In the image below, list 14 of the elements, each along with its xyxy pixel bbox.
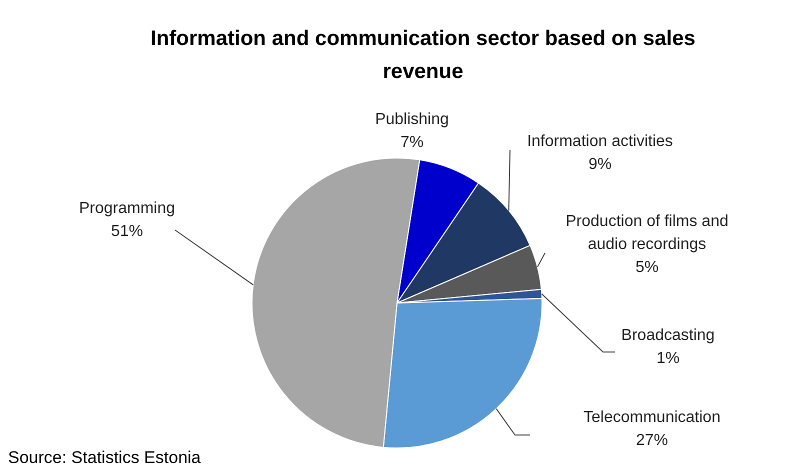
- data-label: 7%: [400, 134, 424, 151]
- source-note: Source: Statistics Estonia: [8, 448, 201, 468]
- slice-label: Information activities: [527, 133, 673, 150]
- slice-label: Programming: [78, 200, 176, 217]
- data-label: 5%: [635, 259, 659, 276]
- chart-title: Information and communication sector based on sales revenue: [150, 26, 696, 85]
- data-label: 9%: [588, 156, 612, 173]
- data-label: 27%: [636, 432, 668, 449]
- slice-label: Telecommunication: [584, 409, 720, 426]
- data-label: 51%: [110, 223, 144, 240]
- slice-label: Broadcasting: [621, 327, 715, 344]
- slice-label: Production of films and audio recordings: [566, 213, 728, 253]
- data-label: 1%: [656, 350, 680, 367]
- slice-label: Publishing: [375, 111, 449, 128]
